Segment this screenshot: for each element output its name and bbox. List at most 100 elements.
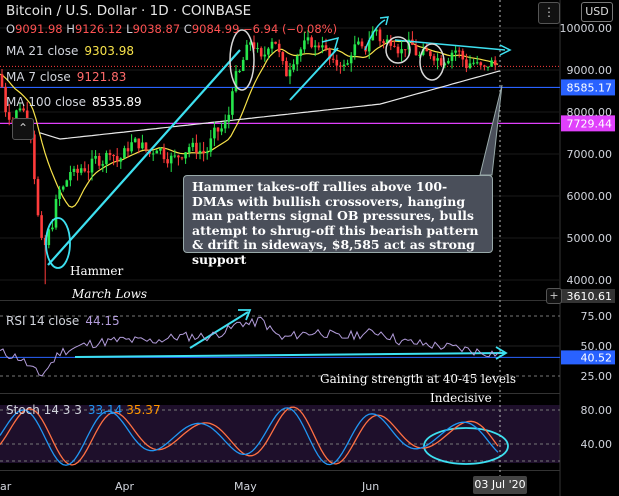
arrow-head (238, 309, 252, 321)
candle-body (483, 65, 486, 67)
candle-body (353, 44, 357, 56)
ohlc-change: −6.94 (−0.08%) (243, 22, 338, 36)
candle-body (65, 180, 69, 187)
ma100-legend[interactable]: MA 100 close 8535.89 (6, 95, 142, 109)
second-uptrend-line (289, 47, 339, 101)
candle-body (133, 138, 137, 143)
candle-body (83, 168, 87, 172)
hanging-man-ellipse (229, 29, 255, 91)
candle-body (177, 155, 180, 158)
candle-body (40, 215, 43, 238)
candle-body (259, 48, 263, 57)
candle-body (202, 150, 205, 154)
candle-body (0, 74, 4, 87)
candle-body (342, 64, 346, 67)
candle-body (385, 39, 389, 43)
ma21-legend[interactable]: MA 21 close 9303.98 (6, 44, 134, 58)
ohlc-open: 9091.98 (15, 22, 63, 36)
candle-body (22, 108, 25, 111)
ma100-line (39, 70, 501, 140)
candle-body (151, 153, 155, 155)
candle-body (263, 54, 267, 57)
more-options-button[interactable]: ⋮ (538, 2, 560, 24)
ma100-value: 8535.89 (92, 95, 142, 109)
candle-body (130, 142, 133, 152)
ohlc-close: 9084.99 (191, 22, 240, 36)
candle-body (227, 114, 231, 122)
candle-body (375, 29, 378, 32)
collapse-button[interactable]: ⌃ (12, 118, 34, 140)
stoch-label: Stoch 14 3 3 (6, 403, 82, 417)
ma7-value: 9121.83 (76, 70, 127, 84)
price-tick-label: 10000.00 (560, 22, 613, 35)
ma7-label: MA 7 close (6, 70, 71, 84)
candle-body (285, 61, 288, 77)
candle-body (216, 127, 220, 132)
candle-body (339, 65, 342, 67)
candle-body (331, 58, 335, 60)
ohlc-readout: O9091.98 H9126.12 L9038.87 C9084.99 −6.9… (6, 22, 337, 36)
sideways-arrow (394, 39, 506, 51)
candle-body (205, 151, 209, 154)
candle-body (47, 229, 51, 246)
candle-body (328, 48, 331, 59)
candle-body (87, 171, 90, 173)
candle-body (321, 45, 324, 48)
candle-body (421, 49, 425, 55)
candle-body (191, 142, 195, 148)
candle-body (166, 159, 169, 164)
candle-body (155, 150, 159, 154)
rsi-support-line (74, 352, 506, 358)
candle-body (18, 108, 22, 111)
stoch-ellipse (423, 427, 509, 465)
candle-body (220, 128, 223, 132)
arrow-head (321, 36, 340, 53)
candle-body (317, 45, 321, 48)
candle-body (270, 41, 274, 49)
rsi-tick-label: 75.00 (581, 310, 613, 323)
add-button[interactable]: + (546, 288, 562, 304)
ma7-legend[interactable]: MA 7 close 9121.83 (6, 70, 126, 84)
candle-body (72, 168, 76, 173)
candle-body (245, 44, 249, 60)
x-tick-label: May (234, 480, 257, 493)
candle-body (292, 64, 295, 70)
stoch-tick-label: 40.00 (581, 438, 613, 451)
ohlc-low-key: L (126, 22, 133, 36)
candle-body (447, 60, 450, 64)
candle-body (371, 31, 375, 41)
rsi-legend[interactable]: RSI 14 close 44.15 (6, 314, 120, 328)
crosshair-date: 03 Jul '20 (473, 476, 527, 494)
candle-body (15, 110, 18, 124)
price-tick-label: 5000.00 (567, 232, 613, 245)
hammer-label: Hammer (70, 264, 124, 278)
candle-body (54, 198, 58, 228)
arrow-head (499, 44, 512, 56)
ohlc-high: 9126.12 (74, 22, 123, 36)
candle-body (79, 168, 83, 173)
gaining-strength-label: Gaining strength at 40-45 levels (320, 372, 516, 386)
candle-body (357, 41, 360, 45)
candle-body (267, 48, 270, 55)
stoch-band (0, 405, 560, 463)
ohlc-close-key: C (183, 22, 192, 36)
currency-button[interactable]: USD (581, 2, 613, 22)
level-badge (561, 115, 615, 132)
arrow-head (379, 16, 389, 26)
candle-body (162, 148, 166, 160)
stoch-legend[interactable]: Stoch 14 3 3 33.14 35.37 (6, 403, 161, 417)
ma21-label: MA 21 close (6, 44, 79, 58)
candle-body (299, 49, 303, 56)
candle-body (360, 41, 364, 47)
candle-body (256, 48, 259, 50)
candle-body (389, 39, 393, 46)
stoch-d-value: 35.37 (126, 403, 161, 417)
rsi-line (0, 316, 499, 377)
ma21-line (0, 40, 499, 208)
candle-body (137, 138, 141, 149)
price-tick-label: 7000.00 (567, 148, 613, 161)
candle-body (169, 155, 173, 164)
candle-body (144, 142, 148, 150)
x-tick-label: Apr (115, 480, 135, 493)
